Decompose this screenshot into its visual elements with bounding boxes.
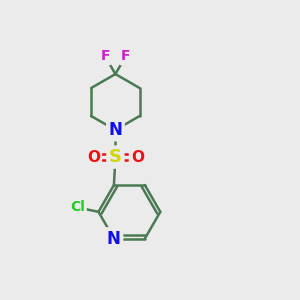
Text: S: S bbox=[109, 148, 122, 166]
Text: F: F bbox=[121, 49, 130, 63]
Text: O: O bbox=[87, 150, 100, 165]
Text: F: F bbox=[100, 49, 110, 63]
Text: O: O bbox=[131, 150, 144, 165]
Text: N: N bbox=[109, 121, 122, 139]
Text: Cl: Cl bbox=[70, 200, 85, 214]
Text: N: N bbox=[107, 230, 121, 247]
